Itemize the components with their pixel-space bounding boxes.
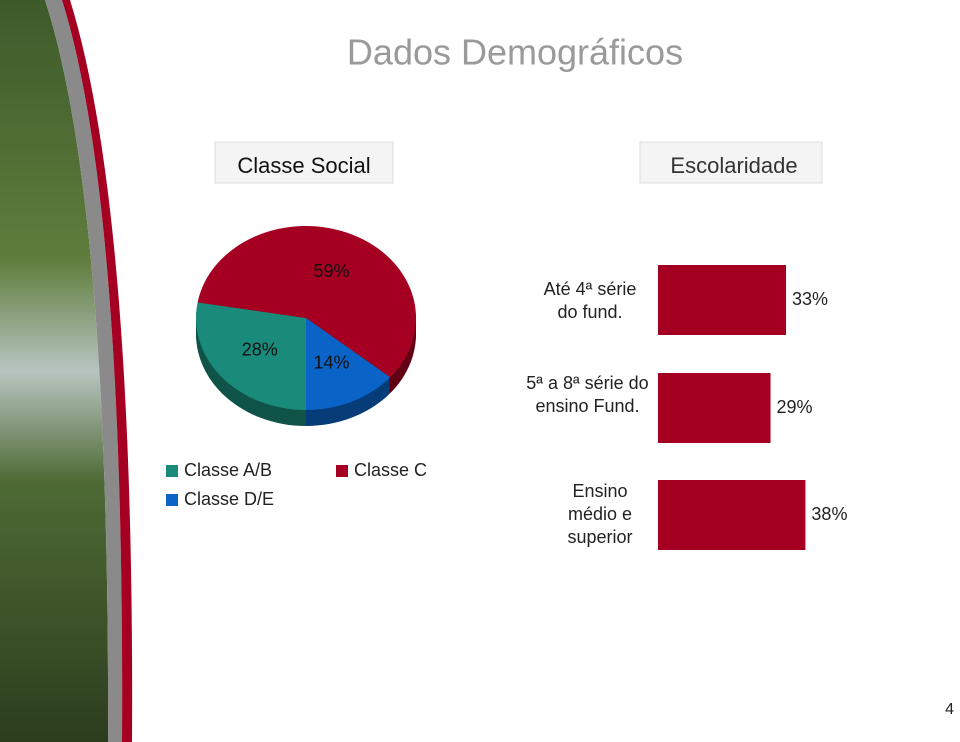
legend-swatch [336,464,348,477]
category-label: Ensino médio e superior [567,481,633,547]
bar [658,265,787,335]
value-label: 14% [314,353,350,373]
pie-slice [306,318,391,410]
bar [658,373,771,443]
legend-item: Classe A/B [166,460,272,481]
value-label: 33% [792,289,828,309]
panel-header [214,141,394,184]
slide-title: Dados Demográficos [347,32,683,73]
pie-slice [197,225,416,378]
legend-label: Classe D/E [184,489,275,509]
legend-label: Classe A/B [184,460,273,480]
photo-strip [0,0,109,742]
legend-label: Classe C [354,460,428,480]
legend-swatch [166,464,178,477]
panel-header [639,141,823,184]
value-label: 29% [777,397,813,417]
value-label: 28% [242,339,278,359]
curve-red [62,0,133,742]
category-label: Até 4ª série do fund. [543,279,637,322]
page-number: 4 [945,701,954,718]
legend-swatch [166,493,178,506]
legend-item: Classe C [336,460,427,481]
value-label: 59% [314,261,350,281]
curve-gray [45,0,123,742]
category-label: 5ª a 8ª série do ensino Fund. [526,373,649,416]
chart-title: Escolaridade [670,153,797,178]
legend-item: Classe D/E [166,489,274,510]
bar [658,480,806,550]
value-label: 38% [811,504,847,524]
chart-title: Classe Social [237,153,370,178]
pie-slice [196,302,306,410]
